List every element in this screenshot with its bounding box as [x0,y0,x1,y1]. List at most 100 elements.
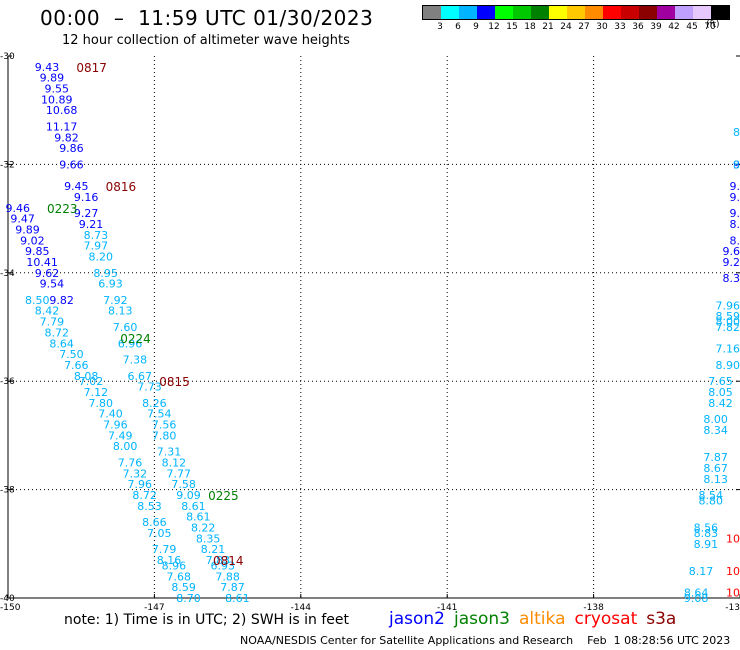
wave-height-value: 7.87 [703,451,728,464]
wave-height-value: 7.58 [171,478,196,491]
wave-height-value: 8.20 [88,251,113,264]
map-axes: -30-32-34-36-38-40-150 -147 -144 -141 -138 -1… [0,52,740,613]
legend-swatch [639,6,657,19]
mission-altika: altika [519,609,566,629]
wave-height-value: 9.21 [79,218,104,231]
legend-label: 24 [560,22,572,32]
data-points: 9.439.899.5510.8910.6811.179.829.869.669… [6,61,740,605]
wave-height-value: 8.61 [181,500,206,513]
legend-swatch [477,6,495,19]
wave-height-value: 8.73 [84,229,109,242]
wave-height-value: 8.00 [703,413,728,426]
legend-label: 3 [437,22,443,32]
wave-height-value: 9.66 [59,158,84,171]
legend-swatch [675,6,693,19]
y-tick-label: -34 [0,269,15,279]
x-tick-label: -138 [583,603,604,613]
wave-height-value: 10.41 [26,256,58,269]
legend-swatch [549,6,567,19]
x-tick-label: -144 [291,603,312,613]
wave-height-value: 7.76 [118,457,143,470]
wave-height-value: 6.96 [118,337,143,350]
legend-label: 15 [506,22,518,32]
time-label: 0223 [47,202,78,216]
wave-height-value: 9. [730,207,740,220]
legend-swatch [603,6,621,19]
chart-subtitle: 12 hour collection of altimeter wave hei… [62,33,350,48]
mission-s3a: s3a [646,609,677,629]
wave-height-value: 9.86 [59,142,84,155]
wave-height-value: 7.49 [108,429,133,442]
y-tick-label: -40 [0,594,15,604]
credit-line: NOAA/NESDIS Center for Satellite Applica… [240,634,731,647]
wave-height-value: 9.89 [15,223,40,236]
wave-height-value: 8.56 [694,522,719,535]
wave-height-value: 7.60 [113,321,138,334]
wave-height-value: 8.42 [708,397,733,410]
legend-label: 36 [632,22,644,32]
wave-height-value: 8.34 [703,424,728,437]
wave-height-value: 8.22 [191,522,216,535]
wave-height-value: 8.05 [708,386,733,399]
legend-swatches [422,5,730,20]
legend-swatch [621,6,639,19]
time-label: 0816 [106,180,137,194]
wave-height-value: 8.08 [74,370,99,383]
wave-height-value: 9.89 [40,72,65,85]
wave-height-value: 7.82 [716,321,740,334]
wave-height-value: 7.79 [152,543,177,556]
wave-height-value: 9.54 [40,278,65,291]
mission-legend: jason2 jason3 altika cryosat s3a [389,609,685,629]
wave-height-value: 8.12 [162,457,187,470]
legend-label: 30 [596,22,608,32]
wave-height-value: 8.35 [196,532,221,545]
wave-height-value: 9.46 [6,202,31,215]
legend-swatch [441,6,459,19]
wave-height-value: 8.50 [25,294,50,307]
wave-height-value: 9. [730,180,740,193]
wave-height-value: 7.96 [128,478,153,491]
wave-height-value: 7.50 [59,348,84,361]
wave-height-value: 7.83 [206,554,231,567]
wave-height-value: 9.27 [74,207,99,220]
legend-swatch [531,6,549,19]
wave-height-value: 7.96 [103,419,128,432]
mission-jason2: jason2 [389,609,445,629]
wave-height-value: 8.17 [689,565,714,578]
wave-height-value: 11.17 [46,120,78,133]
wave-height-value: 7.12 [84,386,109,399]
wave-height-value: 7.16 [716,343,740,356]
y-tick-label: -30 [0,52,15,62]
legend-label: 45 [686,22,698,32]
wave-height-value: 9.82 [49,294,74,307]
wave-height-value: 8 [733,158,740,171]
time-label: 0224 [120,332,151,346]
wave-height-value: 10 [726,587,740,600]
wave-height-value: 8.72 [45,326,70,339]
wave-height-value: 8.16 [157,554,182,567]
legend-swatch [459,6,477,19]
wave-height-value: 7.05 [147,527,172,540]
legend-label: 70 [704,22,716,32]
wave-height-value: 8.61 [186,511,211,524]
wave-height-value: 8.64 [684,587,709,600]
wave-height-value: 9.85 [25,245,50,258]
wave-height-value: 8.91 [694,538,719,551]
wave-height-value: 7.79 [40,316,65,329]
wave-height-value: 9. [730,191,740,204]
legend-label: 18 [524,22,536,32]
wave-height-value: 8 [733,126,740,139]
wave-height-value: 9.02 [20,234,45,247]
wave-height-value: 7.80 [152,429,177,442]
wave-height-value: 9.16 [74,191,99,204]
x-tick-label: -150 [0,603,21,613]
legend-label: 6 [455,22,461,32]
wave-height-value: 9.08 [684,592,709,605]
wave-height-value: 7.66 [64,359,89,372]
color-legend: 3 6 9 12 15 18 21 24 27 30 33 36 39 42 45 70 [422,5,730,32]
wave-height-value: 8. [730,234,740,247]
legend-swatch [567,6,585,19]
wave-height-value: 7.31 [157,446,182,459]
wave-height-value: 10 [726,532,740,545]
wave-height-value: 8.13 [703,473,728,486]
